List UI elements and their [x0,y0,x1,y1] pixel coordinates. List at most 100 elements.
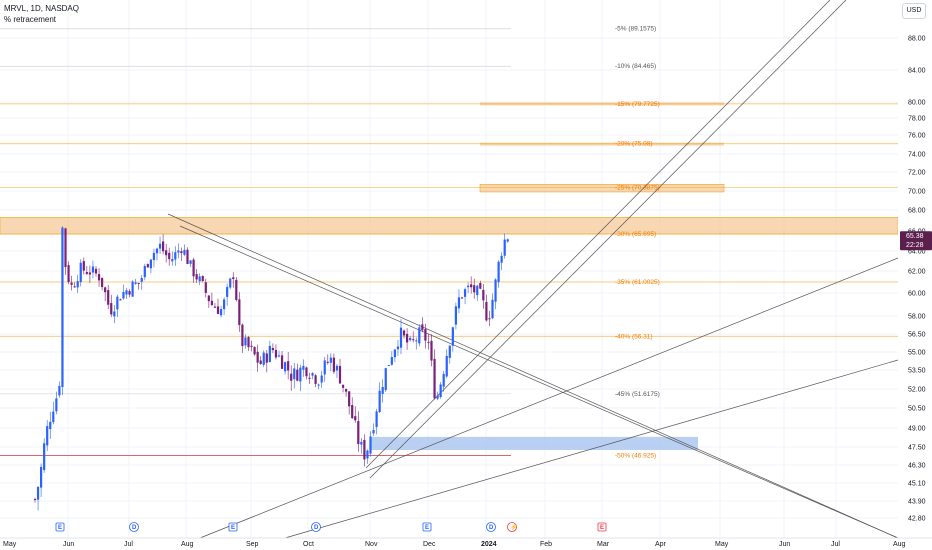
candle-body [76,281,79,288]
currency-button[interactable]: USD [902,3,926,19]
candle-body [418,327,421,344]
time-axis-label: Aug [893,541,906,548]
candle-body [58,385,61,396]
candle-body [271,347,274,351]
candle-body [174,252,177,260]
time-axis-label: Mar [597,541,610,548]
candle-body [137,282,140,284]
candle-body [183,249,186,255]
candle-body [85,272,88,274]
candle-body [55,398,58,412]
event-label: E [425,525,429,531]
price-axis-label: 64.00 [908,249,926,256]
candle-body [189,260,192,264]
candle-body [409,337,412,341]
candle-body [494,279,497,302]
earnings-event-marker: E [422,522,432,532]
candle-body [213,306,217,308]
dividend-icon [311,522,321,532]
event-markers: E D E D E D ⚡ E [55,522,607,532]
candle-body [384,368,387,391]
candle-body [40,466,43,488]
candle-body [180,251,183,254]
candle-body [152,252,156,261]
price-axis-label: 58.00 [908,314,926,321]
trend-line [199,257,899,539]
fib-label: -5% (89.1575) [615,26,656,33]
candle-body [192,259,195,277]
candle-body [125,290,128,295]
time-axis-label: Jul [831,541,840,548]
time-axis-label: Apr [655,541,667,548]
candle-body [290,373,293,381]
trend-lines [167,0,899,539]
candle-body [146,264,149,268]
candle-body [500,255,503,263]
candle-body [134,282,137,284]
candle-body [332,357,335,372]
candle-body [101,277,104,288]
candle-body [238,299,241,326]
candle-body [317,384,320,386]
candle-body [396,346,400,350]
time-axis: May Jun Jul Aug Sep Oct Nov Dec 2024 Feb Mar Apr May… [0,537,932,548]
time-axis-label: 2024 [481,541,497,548]
candle-body [116,296,119,310]
candle-body [219,309,223,316]
target-zone-25 [479,184,725,193]
candle-body [277,355,281,357]
candle-body [61,227,64,388]
trend-line [179,225,899,539]
candle-body [302,365,305,370]
candle-body [372,429,375,434]
price-axis-label: 55.00 [908,350,926,357]
candle-body [351,405,354,419]
candle-body [369,436,372,454]
candle-body [201,276,204,281]
candle-body [143,265,146,278]
split-event-marker: ⚡ [507,522,517,532]
price-axis-label: 43.90 [908,499,926,506]
candle-body [326,361,329,363]
candle-body [439,384,442,398]
candle-body [256,351,259,363]
last-price-tag [900,231,932,251]
candle-body [402,330,406,336]
candle-body [67,265,70,283]
fib-label: -20% (75.08) [615,141,653,148]
event-label: E [600,525,604,531]
price-axis-label: 46.30 [908,463,926,470]
price-axis-label: 80.00 [908,100,926,107]
candle-body [113,311,116,317]
earnings-icon [597,522,607,532]
candle-body [399,327,403,348]
candle-body [442,373,445,387]
symbol-label: MRVL, 1D, NASDAQ [4,4,79,13]
price-axis-label: 70.00 [908,189,926,196]
candle-body [253,347,256,355]
candle-body [335,365,339,371]
candle-body [467,285,470,288]
price-axis-label: 56.50 [908,332,926,339]
earnings-icon [422,522,432,532]
candle-body [229,278,232,288]
earnings-event-marker: E [228,522,238,532]
candle-body [46,426,49,446]
fib-label: -30% (65.695) [615,231,656,238]
candle-body [415,340,418,342]
candle-body [503,239,506,256]
candle-body [119,299,122,301]
candle-body [49,421,52,430]
time-axis-label: Jul [124,541,133,548]
time-axis-label: May [715,541,729,548]
candle-body [357,421,360,445]
candle-body [226,287,229,297]
candle-body [210,300,213,306]
candle-body [171,259,174,262]
price-axis: 88.00 84.00 80.00 78.00 76.00 74.00 72.00 70.00… [898,0,932,550]
last-price-label: 65.38 [906,233,924,240]
candle-body [104,287,107,293]
price-axis-label: 60.00 [908,291,926,298]
candle-body [366,450,369,459]
